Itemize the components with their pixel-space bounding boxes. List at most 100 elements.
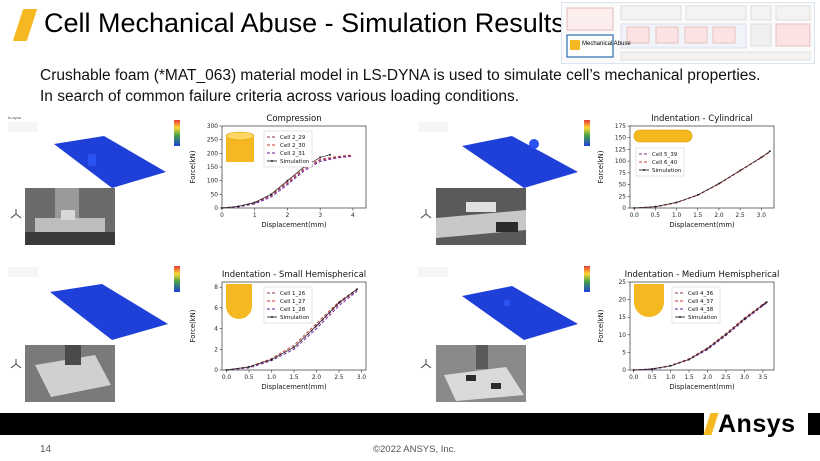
x-tick-label: 1.5 <box>693 213 703 219</box>
x-tick-label: 0.0 <box>629 375 639 381</box>
sim-plate <box>462 136 578 188</box>
sim-color-scale <box>174 120 180 146</box>
bullet-2: In search of common failure criteria acr… <box>40 88 520 105</box>
x-tick-label: 0.0 <box>630 213 640 219</box>
y-tick-label: 100 <box>615 159 626 165</box>
workflow-box <box>655 26 679 44</box>
y-tick-label: 4 <box>214 327 218 333</box>
workflow-box <box>684 26 708 44</box>
plot-area-frame <box>629 281 775 371</box>
series-point-3 <box>329 153 331 156</box>
series-point-2 <box>768 150 771 153</box>
y-tick-label: 10 <box>619 333 627 339</box>
workflow-box <box>620 5 682 21</box>
workflow-box <box>712 26 736 44</box>
sim-impactor <box>504 300 510 306</box>
series-line-2 <box>226 290 358 371</box>
brand-logo-backdrop <box>704 409 808 439</box>
series-line-3 <box>221 154 331 209</box>
series-point-3 <box>286 179 289 182</box>
brand-logo: Ansys <box>718 410 796 438</box>
axis-triad-icon <box>420 209 432 219</box>
x-tick-label: 3.5 <box>758 375 768 381</box>
series-point-3 <box>356 288 358 291</box>
foam-cylinder-icon <box>226 136 254 162</box>
y-tick-label: 0 <box>214 368 218 374</box>
sim-plate <box>54 136 166 188</box>
y-tick-label: 8 <box>214 285 218 291</box>
simulation-render-cylindrical <box>418 120 590 188</box>
chart-title: Compression <box>266 114 321 124</box>
legend-marker <box>271 316 273 318</box>
series-point-3 <box>669 364 672 367</box>
series-point-3 <box>315 324 318 327</box>
y-axis-label: Force(kN) <box>597 150 605 183</box>
series-point-2 <box>633 207 636 209</box>
workflow-box <box>626 26 650 44</box>
legend-label: Simulation <box>280 159 310 165</box>
series-point-3 <box>743 317 746 320</box>
x-tick-label: 1.5 <box>289 375 299 381</box>
legend-label: Cell 4_36 <box>688 291 714 297</box>
y-axis-label: Force(kN) <box>189 150 197 183</box>
series-point-3 <box>632 369 635 371</box>
x-axis-label: Displacement(mm) <box>261 383 327 391</box>
sim-color-scale <box>174 266 180 292</box>
y-axis-label: Force(kN) <box>189 309 197 342</box>
x-tick-label: 1.0 <box>666 375 676 381</box>
x-tick-label: 3 <box>318 213 322 219</box>
y-tick-label: 300 <box>207 124 218 130</box>
plot-area-frame <box>629 125 775 209</box>
x-tick-label: 0.5 <box>651 213 661 219</box>
series-point-2 <box>675 201 678 204</box>
series-line-2 <box>633 302 767 371</box>
sim-plate <box>50 284 168 340</box>
y-tick-label: 175 <box>615 124 626 130</box>
series-point-3 <box>688 358 691 361</box>
hemisphere-indenter-icon <box>634 284 664 317</box>
y-tick-label: 15 <box>619 315 627 321</box>
workflow-box <box>685 5 747 21</box>
y-tick-label: 25 <box>619 194 627 200</box>
x-tick-label: 2.0 <box>714 213 724 219</box>
series-point-2 <box>717 182 720 185</box>
workflow-box <box>750 23 772 47</box>
series-point-3 <box>338 301 340 304</box>
x-tick-label: 4 <box>351 213 355 219</box>
foam-cylinder-top-icon <box>225 131 255 141</box>
slide-title: Cell Mechanical Abuse - Simulation Resul… <box>44 8 565 38</box>
series-point-3 <box>319 156 322 159</box>
series-point-3 <box>765 301 768 304</box>
y-tick-label: 25 <box>619 280 627 286</box>
simulation-render-compression: ls-dyna <box>8 115 180 188</box>
legend-marker <box>679 316 681 318</box>
x-tick-label: 1.0 <box>672 213 682 219</box>
y-tick-label: 20 <box>619 298 627 304</box>
workflow-box <box>775 5 811 21</box>
y-axis-label: Force(kN) <box>597 309 605 342</box>
axis-triad-icon <box>10 359 22 369</box>
legend-label: Cell 2_29 <box>280 135 306 141</box>
workflow-box <box>750 5 772 21</box>
series-point-2 <box>654 205 657 208</box>
sim-impactor <box>88 154 96 166</box>
chart-indentation-small-hemispherical: Indentation - Small Hemispherical 0.0 0.5 1… <box>189 270 366 391</box>
simulation-render-medium-hemi <box>418 266 590 340</box>
workflow-box <box>566 7 614 31</box>
foam-cylinder-icon <box>633 129 693 143</box>
legend-label: Cell 1_28 <box>280 307 306 313</box>
chart-title: Indentation - Medium Hemispherical <box>625 270 780 280</box>
series-line-1 <box>633 301 767 371</box>
series-point-3 <box>706 347 709 350</box>
x-tick-label: 0.5 <box>244 375 254 381</box>
x-tick-label: 0.0 <box>222 375 232 381</box>
sim-legend-block <box>8 267 38 277</box>
x-axis-label: Displacement(mm) <box>669 383 735 391</box>
x-axis-label: Displacement(mm) <box>669 221 735 229</box>
series-line-1 <box>634 151 771 209</box>
legend-label: Simulation <box>280 315 310 321</box>
legend-label: Simulation <box>688 315 718 321</box>
legend-label: Cell 4_37 <box>688 299 714 305</box>
series-point-3 <box>270 358 273 361</box>
legend-label: Cell 2_31 <box>280 151 305 157</box>
